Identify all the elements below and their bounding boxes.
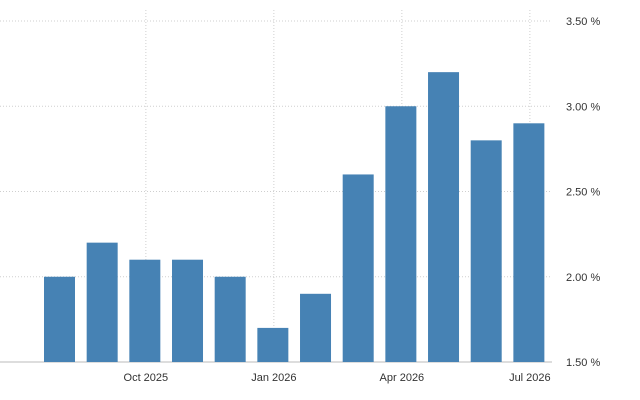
x-tick-label-jan-2026: Jan 2026 [251, 372, 296, 384]
bar-oct-2025[interactable] [129, 259, 161, 362]
bar-mar-2026[interactable] [342, 174, 374, 362]
bar-jan-2026[interactable] [257, 327, 289, 362]
bar-may-2026[interactable] [428, 72, 460, 363]
x-tick-label-jul-2026: Jul 2026 [509, 372, 551, 384]
bar-feb-2026[interactable] [300, 293, 332, 362]
grid-layer [0, 10, 552, 363]
y-tick-label-1-50: 1.50 % [566, 357, 600, 369]
bar-jun-2026[interactable] [470, 140, 502, 362]
x-tick-label-oct-2025: Oct 2025 [124, 372, 169, 384]
bar-dec-2025[interactable] [214, 276, 246, 362]
bar-apr-2026[interactable] [385, 106, 417, 362]
y-axis-tick-labels: 3.50 % 3.00 % 2.50 % 2.00 % 1.50 % [566, 16, 600, 369]
bar-nov-2025[interactable] [172, 259, 204, 362]
bar-jul-2026[interactable] [513, 123, 545, 362]
bar-sep-2025[interactable] [86, 242, 118, 362]
bars-layer [44, 72, 545, 363]
y-tick-label-2-50: 2.50 % [566, 187, 600, 199]
y-tick-label-3-00: 3.00 % [566, 101, 600, 113]
y-tick-label-3-50: 3.50 % [566, 16, 600, 28]
x-axis-tick-labels: Oct 2025 Jan 2026 Apr 2026 Jul 2026 [124, 372, 551, 384]
y-tick-label-2-00: 2.00 % [566, 272, 600, 284]
x-tick-label-apr-2026: Apr 2026 [380, 372, 425, 384]
bar-aug-2025[interactable] [44, 276, 75, 362]
